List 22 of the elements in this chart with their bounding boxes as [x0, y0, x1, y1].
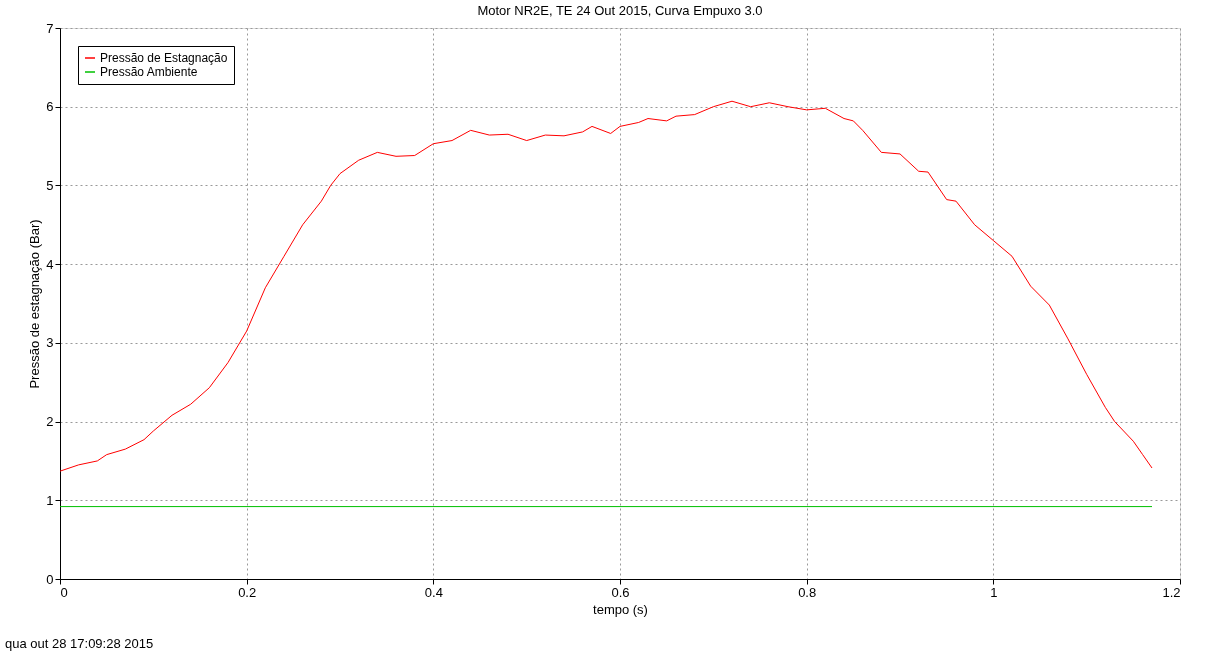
x-tick-label: 0.6 [611, 584, 630, 600]
x-tick-label: 0.2 [238, 584, 257, 600]
x-tick-label: 1 [990, 584, 998, 600]
y-tick-label: 4 [46, 256, 54, 272]
x-tick-label: 1.2 [1162, 584, 1181, 600]
x-tick-label: 0.4 [424, 584, 443, 600]
y-tick-label: 3 [46, 335, 54, 351]
y-tick-label: 2 [46, 414, 54, 430]
x-tick-label: 0.8 [798, 584, 817, 600]
legend-label: Pressão Ambiente [100, 65, 198, 79]
x-tick-label: 0 [60, 584, 68, 600]
chart-title: Motor NR2E, TE 24 Out 2015, Curva Empuxo 3.0 [477, 3, 763, 18]
y-axis-title: Pressão de estagnação (Bar) [27, 219, 43, 389]
y-tick-label: 1 [46, 492, 54, 508]
y-tick-label: 5 [46, 177, 54, 193]
text: qua out 28 17:09:28 2015 [5, 636, 154, 651]
line-series [59, 100, 1153, 472]
y-tick-label: 7 [46, 20, 54, 36]
x-axis-title: tempo (s) [593, 601, 648, 617]
y-tick-label: 0 [46, 571, 54, 587]
legend-label: Pressão de Estagnação [100, 51, 228, 65]
y-tick-label: 6 [46, 99, 54, 115]
